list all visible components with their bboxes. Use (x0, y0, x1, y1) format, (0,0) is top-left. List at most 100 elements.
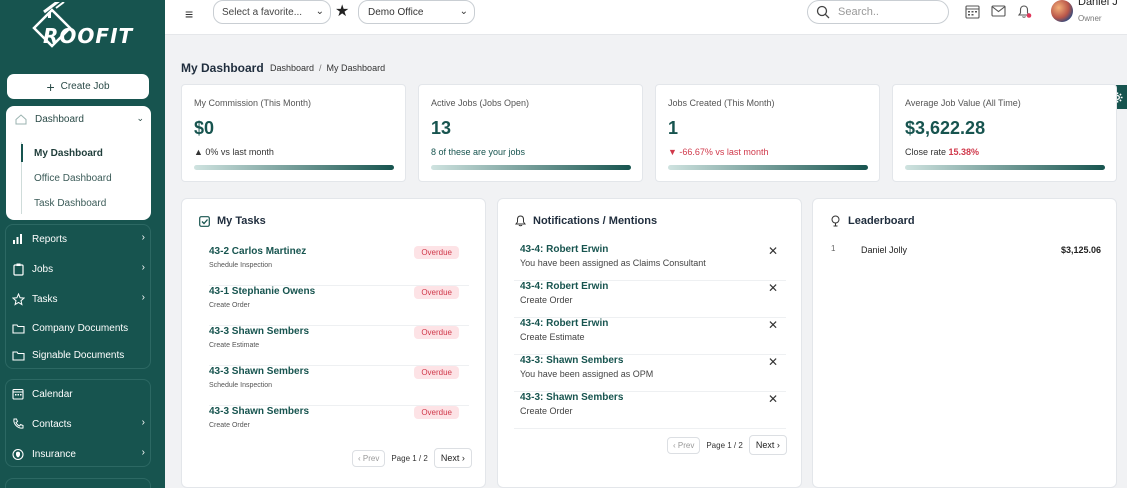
breadcrumb: Dashboard / My Dashboard (270, 63, 385, 73)
stat-label: My Commission (This Month) (194, 98, 312, 108)
task-row[interactable]: 43-3 Shawn Sembers Create Estimate Overd… (209, 326, 469, 366)
stat-label: Active Jobs (Jobs Open) (431, 98, 530, 108)
task-title[interactable]: 43-1 Stephanie Owens (209, 286, 316, 297)
next-page-button[interactable]: Next › (748, 435, 787, 455)
user-name[interactable]: Daniel J (1078, 0, 1118, 8)
my-tasks-title: My Tasks (217, 215, 266, 227)
calendar-icon[interactable] (965, 4, 981, 20)
task-title[interactable]: 43-3 Shawn Sembers (209, 406, 310, 417)
next-page-button[interactable]: Next › (433, 448, 472, 468)
chevron-right-icon: › (141, 292, 145, 303)
breadcrumb-current: My Dashboard (326, 63, 386, 73)
avatar[interactable] (1051, 0, 1073, 22)
search-input[interactable]: Search.. (807, 0, 949, 24)
dashboard-menu: Dashboard ⌄ My Dashboard Office Dashboar… (6, 106, 151, 220)
task-sub: Create Estimate (209, 342, 260, 349)
notification-title[interactable]: 43-4: Robert Erwin (520, 244, 609, 255)
sidebar-item-tasks[interactable]: Tasks › (11, 290, 151, 308)
notification-title[interactable]: 43-4: Robert Erwin (520, 318, 609, 329)
star-icon[interactable]: ★ (335, 3, 350, 20)
stat-value: 1 (668, 118, 679, 138)
sidebar-item-label: Calendar (32, 388, 73, 400)
office-select[interactable]: Demo Office ⌄ (358, 0, 475, 24)
sidebar-item-office-dashboard[interactable]: Office Dashboard (34, 173, 112, 184)
trophy-icon (831, 215, 840, 227)
close-icon[interactable]: ✕ (767, 281, 778, 295)
calendar-icon (11, 387, 25, 401)
stat-card-commission: My Commission (This Month) $0 ▲ 0% vs la… (181, 84, 406, 182)
panel-title: Notifications / Mentions (515, 215, 657, 227)
notification-title[interactable]: 43-3: Shawn Sembers (520, 392, 624, 403)
sidebar-item-calendar[interactable]: Calendar (11, 385, 151, 403)
sidebar-item-dashboard[interactable]: Dashboard ⌄ (6, 106, 151, 132)
close-icon[interactable]: ✕ (767, 244, 778, 258)
page-indicator: Page 1 / 2 (391, 453, 428, 463)
sidebar-item-contacts[interactable]: Contacts › (11, 415, 151, 433)
create-job-label: Create Job (60, 81, 110, 92)
roofit-logo[interactable]: ROOFIT (30, 0, 132, 50)
notification-item[interactable]: 43-3: Shawn Sembers You have been assign… (514, 355, 786, 392)
notifications-title: Notifications / Mentions (533, 215, 658, 227)
close-icon[interactable]: ✕ (767, 355, 778, 369)
hamburger-menu-icon[interactable]: ≡ (185, 6, 194, 22)
chevron-down-icon: ⌄ (315, 6, 324, 17)
close-icon[interactable]: ✕ (767, 392, 778, 406)
notification-title[interactable]: 43-4: Robert Erwin (520, 281, 609, 292)
leaderboard-title: Leaderboard (848, 215, 915, 227)
panel-title: My Tasks (199, 215, 266, 227)
header: ≡ Select a favorite... ⌄ ★ Demo Office ⌄… (165, 0, 1127, 35)
sidebar-item-jobs[interactable]: Jobs › (11, 260, 151, 278)
stat-progress-bar (194, 165, 394, 170)
sidebar-item-label: Jobs (32, 263, 54, 275)
bar-chart-icon (11, 232, 25, 246)
prev-page-button[interactable]: ‹ Prev (667, 436, 701, 454)
sidebar-item-insurance[interactable]: Insurance › (11, 445, 151, 463)
stat-card-jobs-created: Jobs Created (This Month) 1 ▼ -66.67% vs… (655, 84, 880, 182)
submenu-line (21, 142, 22, 214)
task-row[interactable]: 43-1 Stephanie Owens Create Order Overdu… (209, 286, 469, 326)
mail-icon[interactable] (991, 4, 1007, 20)
sidebar-item-signable-documents[interactable]: Signable Documents (11, 346, 151, 364)
stat-card-active-jobs: Active Jobs (Jobs Open) 13 8 of these ar… (418, 84, 643, 182)
search-placeholder: Search.. (838, 6, 879, 18)
sidebar-item-task-dashboard[interactable]: Task Dashboard (34, 198, 107, 209)
sidebar-item-label: Company Documents (32, 322, 129, 334)
task-title[interactable]: 43-3 Shawn Sembers (209, 326, 310, 337)
prev-page-button[interactable]: ‹ Prev (352, 449, 386, 467)
notification-item[interactable]: 43-4: Robert Erwin Create Estimate ✕ (514, 318, 786, 355)
stat-value: $0 (194, 118, 215, 138)
task-title[interactable]: 43-3 Shawn Sembers (209, 366, 310, 377)
shield-icon (11, 447, 25, 461)
notifications-pager: ‹ Prev Page 1 / 2 Next › (667, 435, 787, 455)
task-row[interactable]: 43-2 Carlos Martinez Schedule Inspection… (209, 246, 469, 286)
task-row[interactable]: 43-3 Shawn Sembers Create Order Overdue (209, 406, 469, 446)
leaderboard-panel: Leaderboard 1 Daniel Jolly $3,125.06 (812, 198, 1117, 488)
notification-item[interactable]: 43-3: Shawn Sembers Create Order ✕ (514, 392, 786, 429)
sidebar-item-company-documents[interactable]: Company Documents (11, 319, 151, 337)
bell-icon[interactable] (1017, 4, 1033, 20)
sidebar-item-my-dashboard[interactable]: My Dashboard (34, 148, 103, 159)
notification-title[interactable]: 43-3: Shawn Sembers (520, 355, 624, 366)
stat-card-average-job-value: Average Job Value (All Time) $3,622.28 C… (892, 84, 1117, 182)
breadcrumb-dashboard[interactable]: Dashboard (270, 63, 315, 73)
panel-title: Leaderboard (830, 215, 915, 227)
close-rate-label: Close rate (905, 147, 949, 157)
create-job-button[interactable]: + Create Job (7, 74, 149, 99)
stat-sub: Close rate 15.38% (905, 147, 979, 157)
task-title[interactable]: 43-2 Carlos Martinez (209, 246, 307, 257)
search-icon (816, 5, 830, 19)
status-badge: Overdue (414, 246, 459, 259)
my-tasks-panel: My Tasks 43-2 Carlos Martinez Schedule I… (181, 198, 486, 488)
notification-item[interactable]: 43-4: Robert Erwin Create Order ✕ (514, 281, 786, 318)
chevron-down-icon: ⌄ (459, 6, 468, 17)
chevron-down-icon: ⌄ (136, 113, 144, 123)
leaderboard-amount: $3,125.06 (1060, 245, 1101, 255)
task-row[interactable]: 43-3 Shawn Sembers Schedule Inspection O… (209, 366, 469, 406)
status-badge: Overdue (414, 326, 459, 339)
close-icon[interactable]: ✕ (767, 318, 778, 332)
sidebar-item-reports[interactable]: Reports › (11, 230, 151, 248)
stat-label: Average Job Value (All Time) (905, 98, 1021, 108)
favorite-select[interactable]: Select a favorite... ⌄ (213, 0, 331, 24)
notification-item[interactable]: 43-4: Robert Erwin You have been assigne… (514, 244, 786, 281)
folder-icon (11, 321, 25, 335)
